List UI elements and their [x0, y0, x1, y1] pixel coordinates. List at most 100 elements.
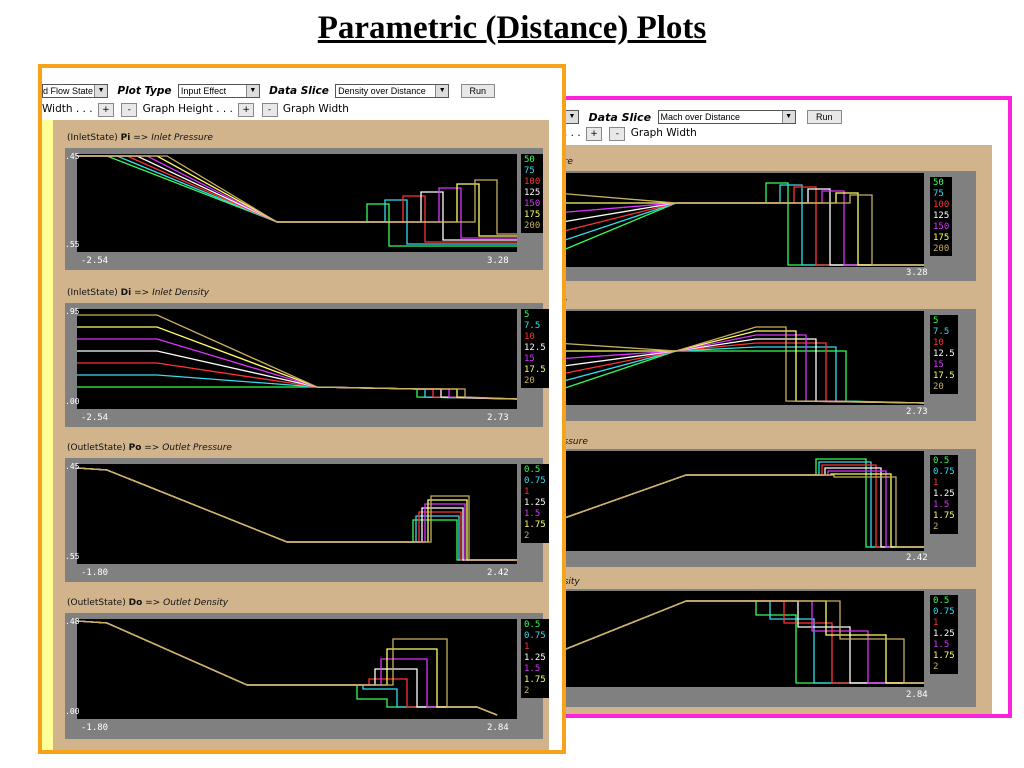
- plot-var: Di: [120, 288, 132, 298]
- front-toolbar-row-2: Width . . . + - Graph Height . . . + - G…: [42, 103, 349, 119]
- series-line: [556, 458, 924, 548]
- graph-legend: 0.5 0.75 1 1.25 1.5 1.75 2: [521, 619, 549, 698]
- series-line: [77, 467, 517, 561]
- y-min: .00: [65, 397, 80, 406]
- legend-entry: 175: [933, 233, 950, 243]
- run-button[interactable]: Run: [460, 84, 496, 98]
- x-min: -2.54: [81, 256, 109, 266]
- legend-entry: 1: [524, 642, 530, 652]
- yellow-sidebar: [42, 120, 53, 750]
- series-line: [556, 600, 924, 684]
- back-plot-title-text: essure: [558, 437, 588, 447]
- chevron-down-icon: ▼: [565, 111, 579, 123]
- data-slice-select[interactable]: Density over Distance ▼: [335, 84, 450, 98]
- legend-entry: 0.75: [933, 467, 955, 477]
- back-app-window: ct▼ Data Slice Mach over Distance▼ Run .…: [552, 96, 1012, 718]
- series-line: [77, 314, 517, 400]
- back-graph-plot-area: [556, 311, 924, 405]
- series-line: [77, 338, 517, 400]
- back-x-max: 2.84: [906, 690, 928, 700]
- back-graph-1: 50 75 100 125 150 175 200 3.28: [556, 171, 976, 281]
- legend-entry: 1.75: [933, 651, 955, 661]
- series-line: [556, 473, 924, 548]
- series-line: [77, 467, 517, 561]
- legend-entry: 20: [933, 382, 944, 392]
- legend-entry: 15: [524, 354, 535, 364]
- x-max: 2.84: [487, 723, 509, 733]
- series-line: [77, 620, 498, 716]
- back-graph-legend: 0.5 0.75 1 1.25 1.5 1.75 2: [930, 595, 958, 674]
- legend-entry: 1.25: [524, 498, 546, 508]
- plot-state: (InletState): [67, 133, 118, 143]
- legend-entry: 175: [524, 210, 541, 220]
- legend-entry: 0.5: [524, 465, 541, 475]
- graph-plot-area: [77, 619, 517, 719]
- right-strip: [549, 120, 562, 750]
- width-label: Width . . .: [42, 103, 93, 115]
- legend-entry: 1.5: [524, 664, 541, 674]
- front-plot-panel: (InletState) Pi => Inlet Pressure .45 .5…: [53, 120, 549, 750]
- plot-arrow: =>: [133, 133, 149, 143]
- back-graph-legend: 0.5 0.75 1 1.25 1.5 1.75 2: [930, 455, 958, 534]
- series-line: [77, 620, 498, 716]
- front-app-window: d Flow State ▼ Plot Type Input Effect ▼ Da…: [38, 64, 566, 754]
- back-minus-button[interactable]: -: [609, 127, 626, 141]
- legend-entry: 75: [933, 189, 944, 199]
- series-line: [77, 155, 517, 247]
- series-line: [77, 620, 498, 716]
- plot-arrow: =>: [134, 288, 150, 298]
- width-plus-button[interactable]: +: [97, 103, 114, 117]
- back-plot-title-3: essure: [558, 437, 588, 447]
- back-ellipsis: . . .: [564, 127, 581, 139]
- legend-entry: 10: [933, 338, 944, 348]
- height-plus-button[interactable]: +: [238, 103, 255, 117]
- series-line: [77, 467, 517, 561]
- plot-var: Po: [128, 443, 142, 453]
- legend-entry: 1: [933, 618, 939, 628]
- x-max: 2.73: [487, 413, 509, 423]
- legend-entry: 100: [524, 177, 541, 187]
- plot-desc: Inlet Density: [152, 288, 210, 298]
- legend-entry: 1.5: [933, 500, 950, 510]
- plot-desc: Outlet Density: [163, 598, 229, 608]
- x-min: -1.80: [81, 723, 109, 733]
- legend-entry: 1.25: [933, 629, 955, 639]
- y-max: .45: [65, 152, 80, 161]
- y-min: .55: [65, 240, 80, 249]
- legend-entry: 0.5: [933, 596, 950, 606]
- legend-entry: 17.5: [524, 365, 546, 375]
- plot-type-label: Plot Type: [117, 85, 172, 97]
- legend-entry: 2: [524, 686, 530, 696]
- legend-entry: 7.5: [933, 327, 950, 337]
- series-line: [556, 188, 924, 266]
- back-graph-3: 0.5 0.75 1 1.25 1.5 1.75 2 2.42: [556, 449, 976, 567]
- legend-entry: 1.75: [524, 520, 546, 530]
- series-line: [556, 600, 924, 684]
- back-run-button[interactable]: Run: [807, 110, 842, 124]
- back-x-max: 3.28: [906, 268, 928, 278]
- plot-type-select[interactable]: Input Effect ▼: [177, 84, 260, 98]
- legend-entry: 2: [933, 522, 939, 532]
- y-min: .55: [65, 552, 80, 561]
- graph-legend: 5 7.5 10 12.5 15 17.5 20: [521, 309, 549, 388]
- plot-state: (OutletState): [67, 443, 126, 453]
- back-graph-legend: 50 75 100 125 150 175 200: [930, 177, 953, 256]
- width-minus-button[interactable]: -: [121, 103, 138, 117]
- series-line: [556, 326, 924, 404]
- plot-desc: Inlet Pressure: [151, 133, 213, 143]
- back-data-slice-select[interactable]: Mach over Distance ▼: [657, 110, 796, 124]
- back-plus-button[interactable]: +: [586, 127, 603, 141]
- flow-state-select[interactable]: d Flow State ▼: [42, 84, 109, 98]
- y-max: .48: [65, 617, 80, 626]
- legend-entry: 125: [933, 211, 950, 221]
- back-plot-title-4: nsity: [558, 577, 580, 587]
- series-line: [77, 467, 517, 561]
- height-minus-button[interactable]: -: [261, 103, 278, 117]
- series-line: [77, 155, 517, 245]
- legend-entry: 1: [933, 478, 939, 488]
- plot-type-value: Input Effect: [180, 86, 227, 96]
- plot-title-do: (OutletState) Do => Outlet Density: [67, 598, 228, 608]
- legend-entry: 0.75: [933, 607, 955, 617]
- legend-entry: 2: [933, 662, 939, 672]
- back-data-slice-label: Data Slice: [588, 110, 652, 124]
